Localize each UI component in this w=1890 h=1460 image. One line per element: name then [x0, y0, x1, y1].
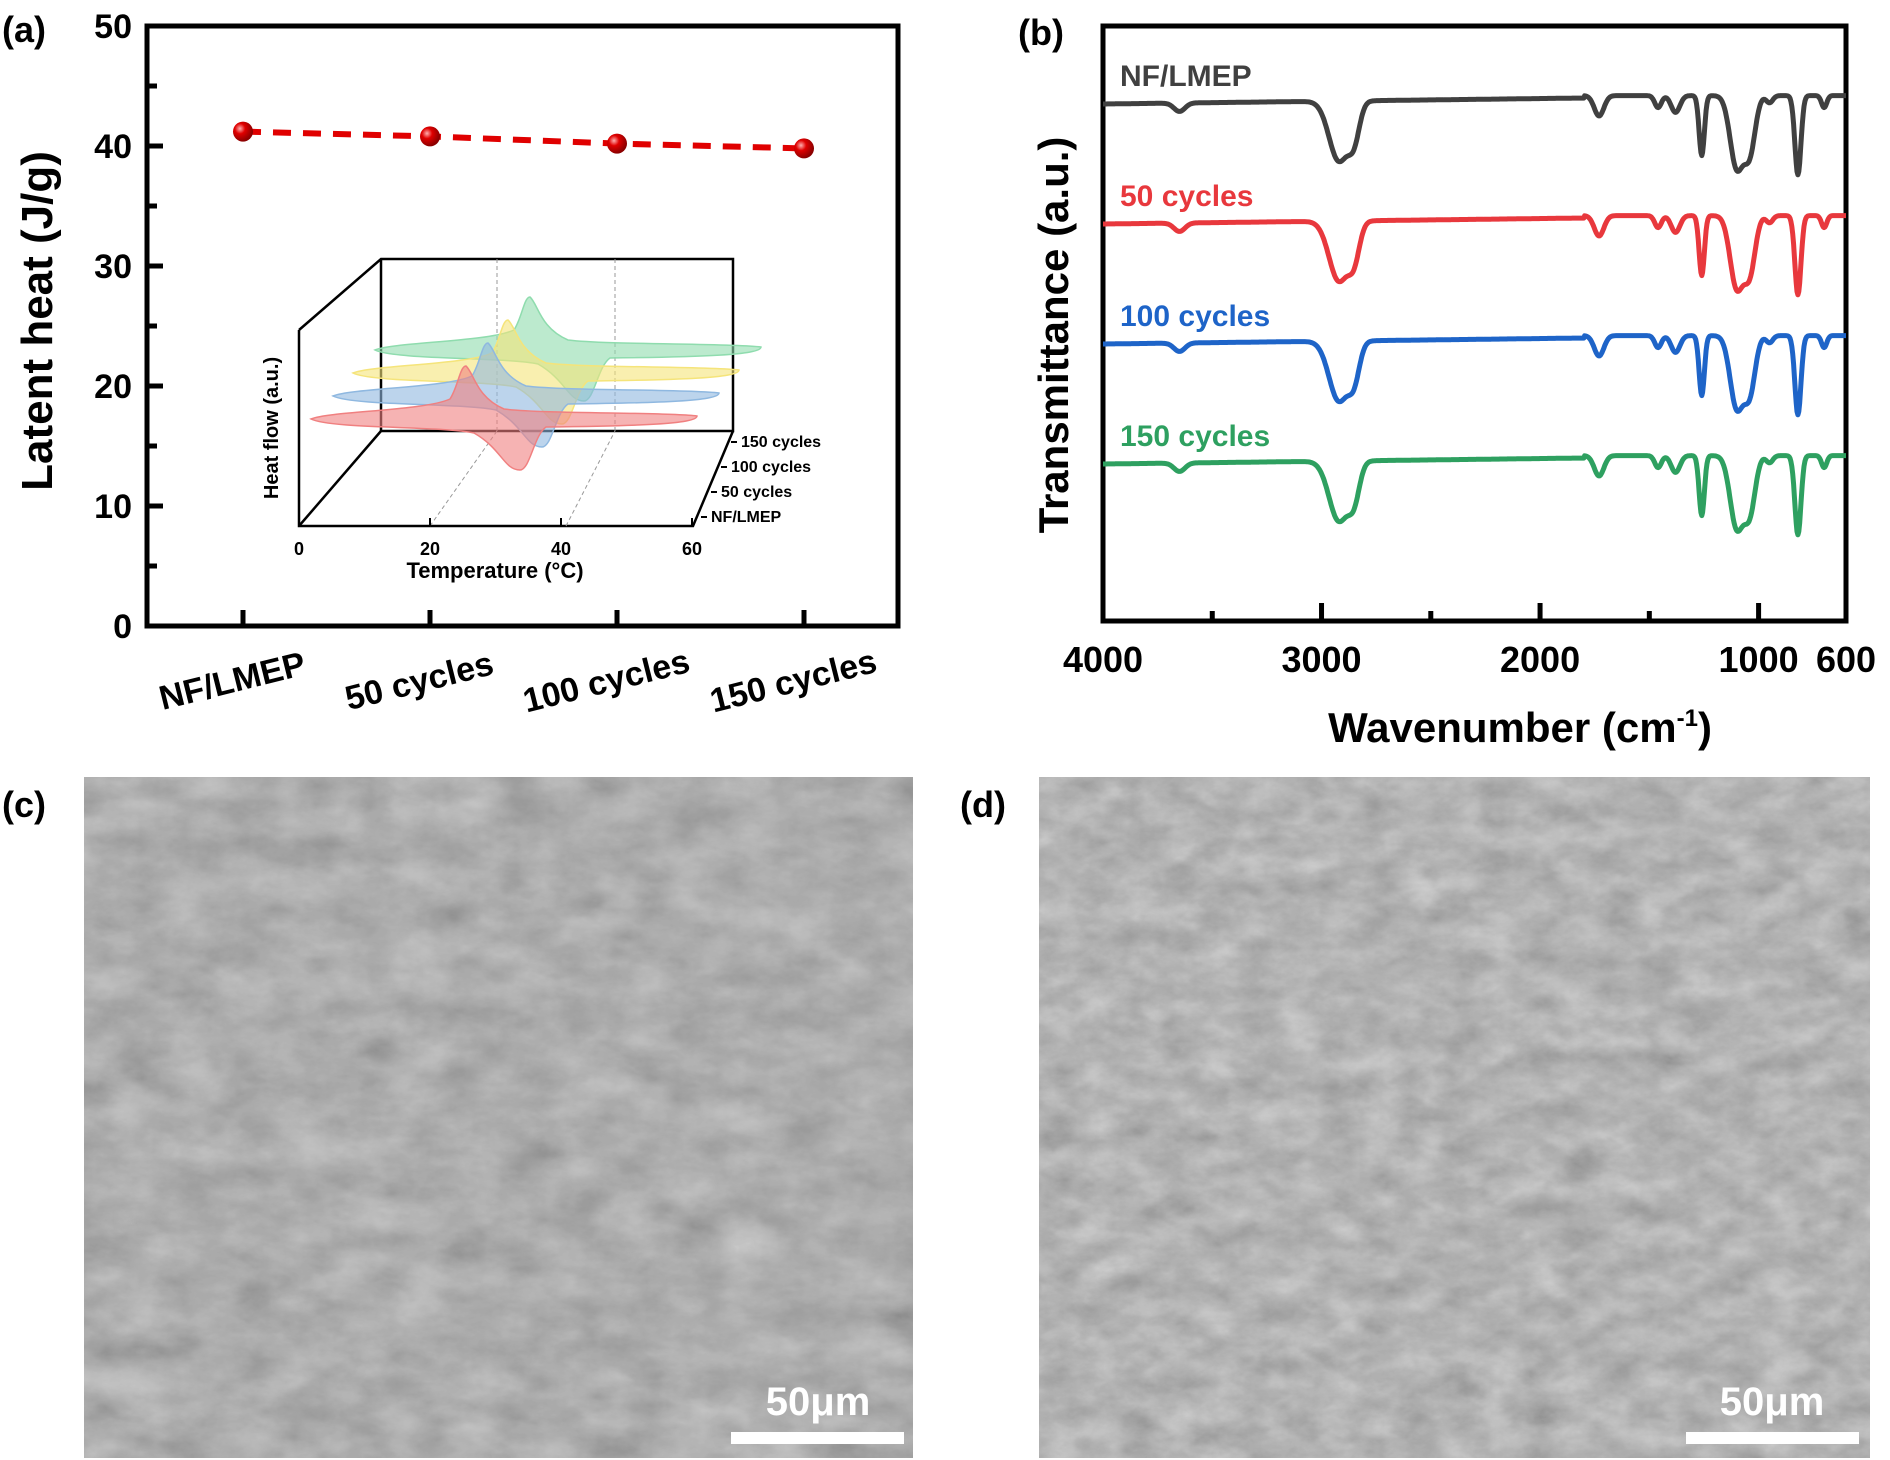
panel-a-latent-heat: (a) Latent heat (J/g) 0 10 20 30 40 50 NF/LMEP… [2, 8, 901, 720]
latent-heat-line [242, 128, 805, 152]
y-tick-label: 20 [94, 368, 132, 406]
data-point [794, 138, 814, 159]
inset-gridline [429, 430, 498, 527]
data-point [420, 126, 440, 147]
panel-d-label: (d) [960, 784, 1006, 825]
panel-c-sem-image: (c) 50μm [2, 777, 913, 1458]
x-tick-label: 100 cycles [519, 642, 693, 720]
ftir-spectrum [1101, 453, 1848, 538]
ftir-spectrum [1101, 213, 1848, 298]
y-tick-label: 30 [94, 248, 132, 286]
inset-x-tick-label: 60 [682, 539, 702, 559]
inset-x-tick-label: 40 [551, 539, 571, 559]
y-axis-label: Latent heat (J/g) [13, 151, 62, 491]
scale-bar [731, 1432, 904, 1444]
data-point [233, 121, 253, 142]
dsc-inset: 0 20 40 60 Temperature (°C) Heat flow (a.u.) N… [261, 257, 821, 583]
x-tick-label: 150 cycles [706, 642, 880, 720]
series-label: NF/LMEP [1120, 60, 1252, 93]
panel-b-label: (b) [1018, 12, 1064, 53]
inset-x-tick-label: 20 [420, 539, 440, 559]
sem-image-d [1039, 777, 1870, 1458]
inset-gridline [565, 430, 616, 527]
x-axis-label: Wavenumber (cm-1) [1328, 704, 1712, 751]
x-tick-label: 4000 [1063, 639, 1143, 680]
panel-d-sem-image: (d) 50μm [960, 777, 1870, 1458]
dsc-curve [309, 365, 698, 471]
data-point [607, 133, 627, 154]
series-label: 50 cycles [1120, 180, 1253, 213]
panel-c-label: (c) [2, 784, 46, 825]
series-label: 150 cycles [1120, 420, 1270, 453]
ftir-spectrum [1101, 93, 1848, 178]
inset-series-label: 100 cycles [731, 459, 811, 476]
inset-series-label: 50 cycles [721, 484, 792, 501]
plot-frame [1100, 23, 1849, 624]
y-tick-label: 40 [94, 128, 132, 166]
x-tick-label: 1000 [1719, 639, 1799, 680]
inset-x-axis-label: Temperature (°C) [406, 558, 583, 583]
inset-y-axis-label: Heat flow (a.u.) [261, 357, 283, 499]
inset-series-label: NF/LMEP [711, 509, 782, 526]
series-label: 100 cycles [1120, 300, 1270, 333]
scale-bar-label: 50μm [1720, 1380, 1825, 1424]
x-tick-label: 600 [1816, 639, 1876, 680]
inset-axes [297, 330, 735, 528]
scale-bar [1686, 1432, 1859, 1444]
y-tick-label: 50 [94, 8, 132, 46]
panel-a-label: (a) [2, 9, 46, 50]
inset-series-label: 150 cycles [741, 434, 821, 451]
sem-image-c [84, 777, 913, 1458]
x-tick-label: 2000 [1500, 639, 1580, 680]
inset-axis-diagonal [298, 430, 382, 527]
scale-bar-label: 50μm [766, 1380, 871, 1424]
x-tick-label: 50 cycles [341, 645, 497, 718]
x-tick-label: NF/LMEP [155, 645, 309, 718]
x-tick-label: 3000 [1281, 639, 1361, 680]
y-tick-label: 0 [113, 608, 132, 646]
ftir-spectrum [1101, 333, 1848, 418]
y-tick-label: 10 [94, 488, 132, 526]
inset-x-tick-label: 0 [294, 539, 304, 559]
y-axis-label: Transmittance (a.u.) [1030, 137, 1077, 534]
panel-b-ftir: (b) Transmittance (a.u.) 4000 3000 2000 100… [1018, 12, 1876, 751]
